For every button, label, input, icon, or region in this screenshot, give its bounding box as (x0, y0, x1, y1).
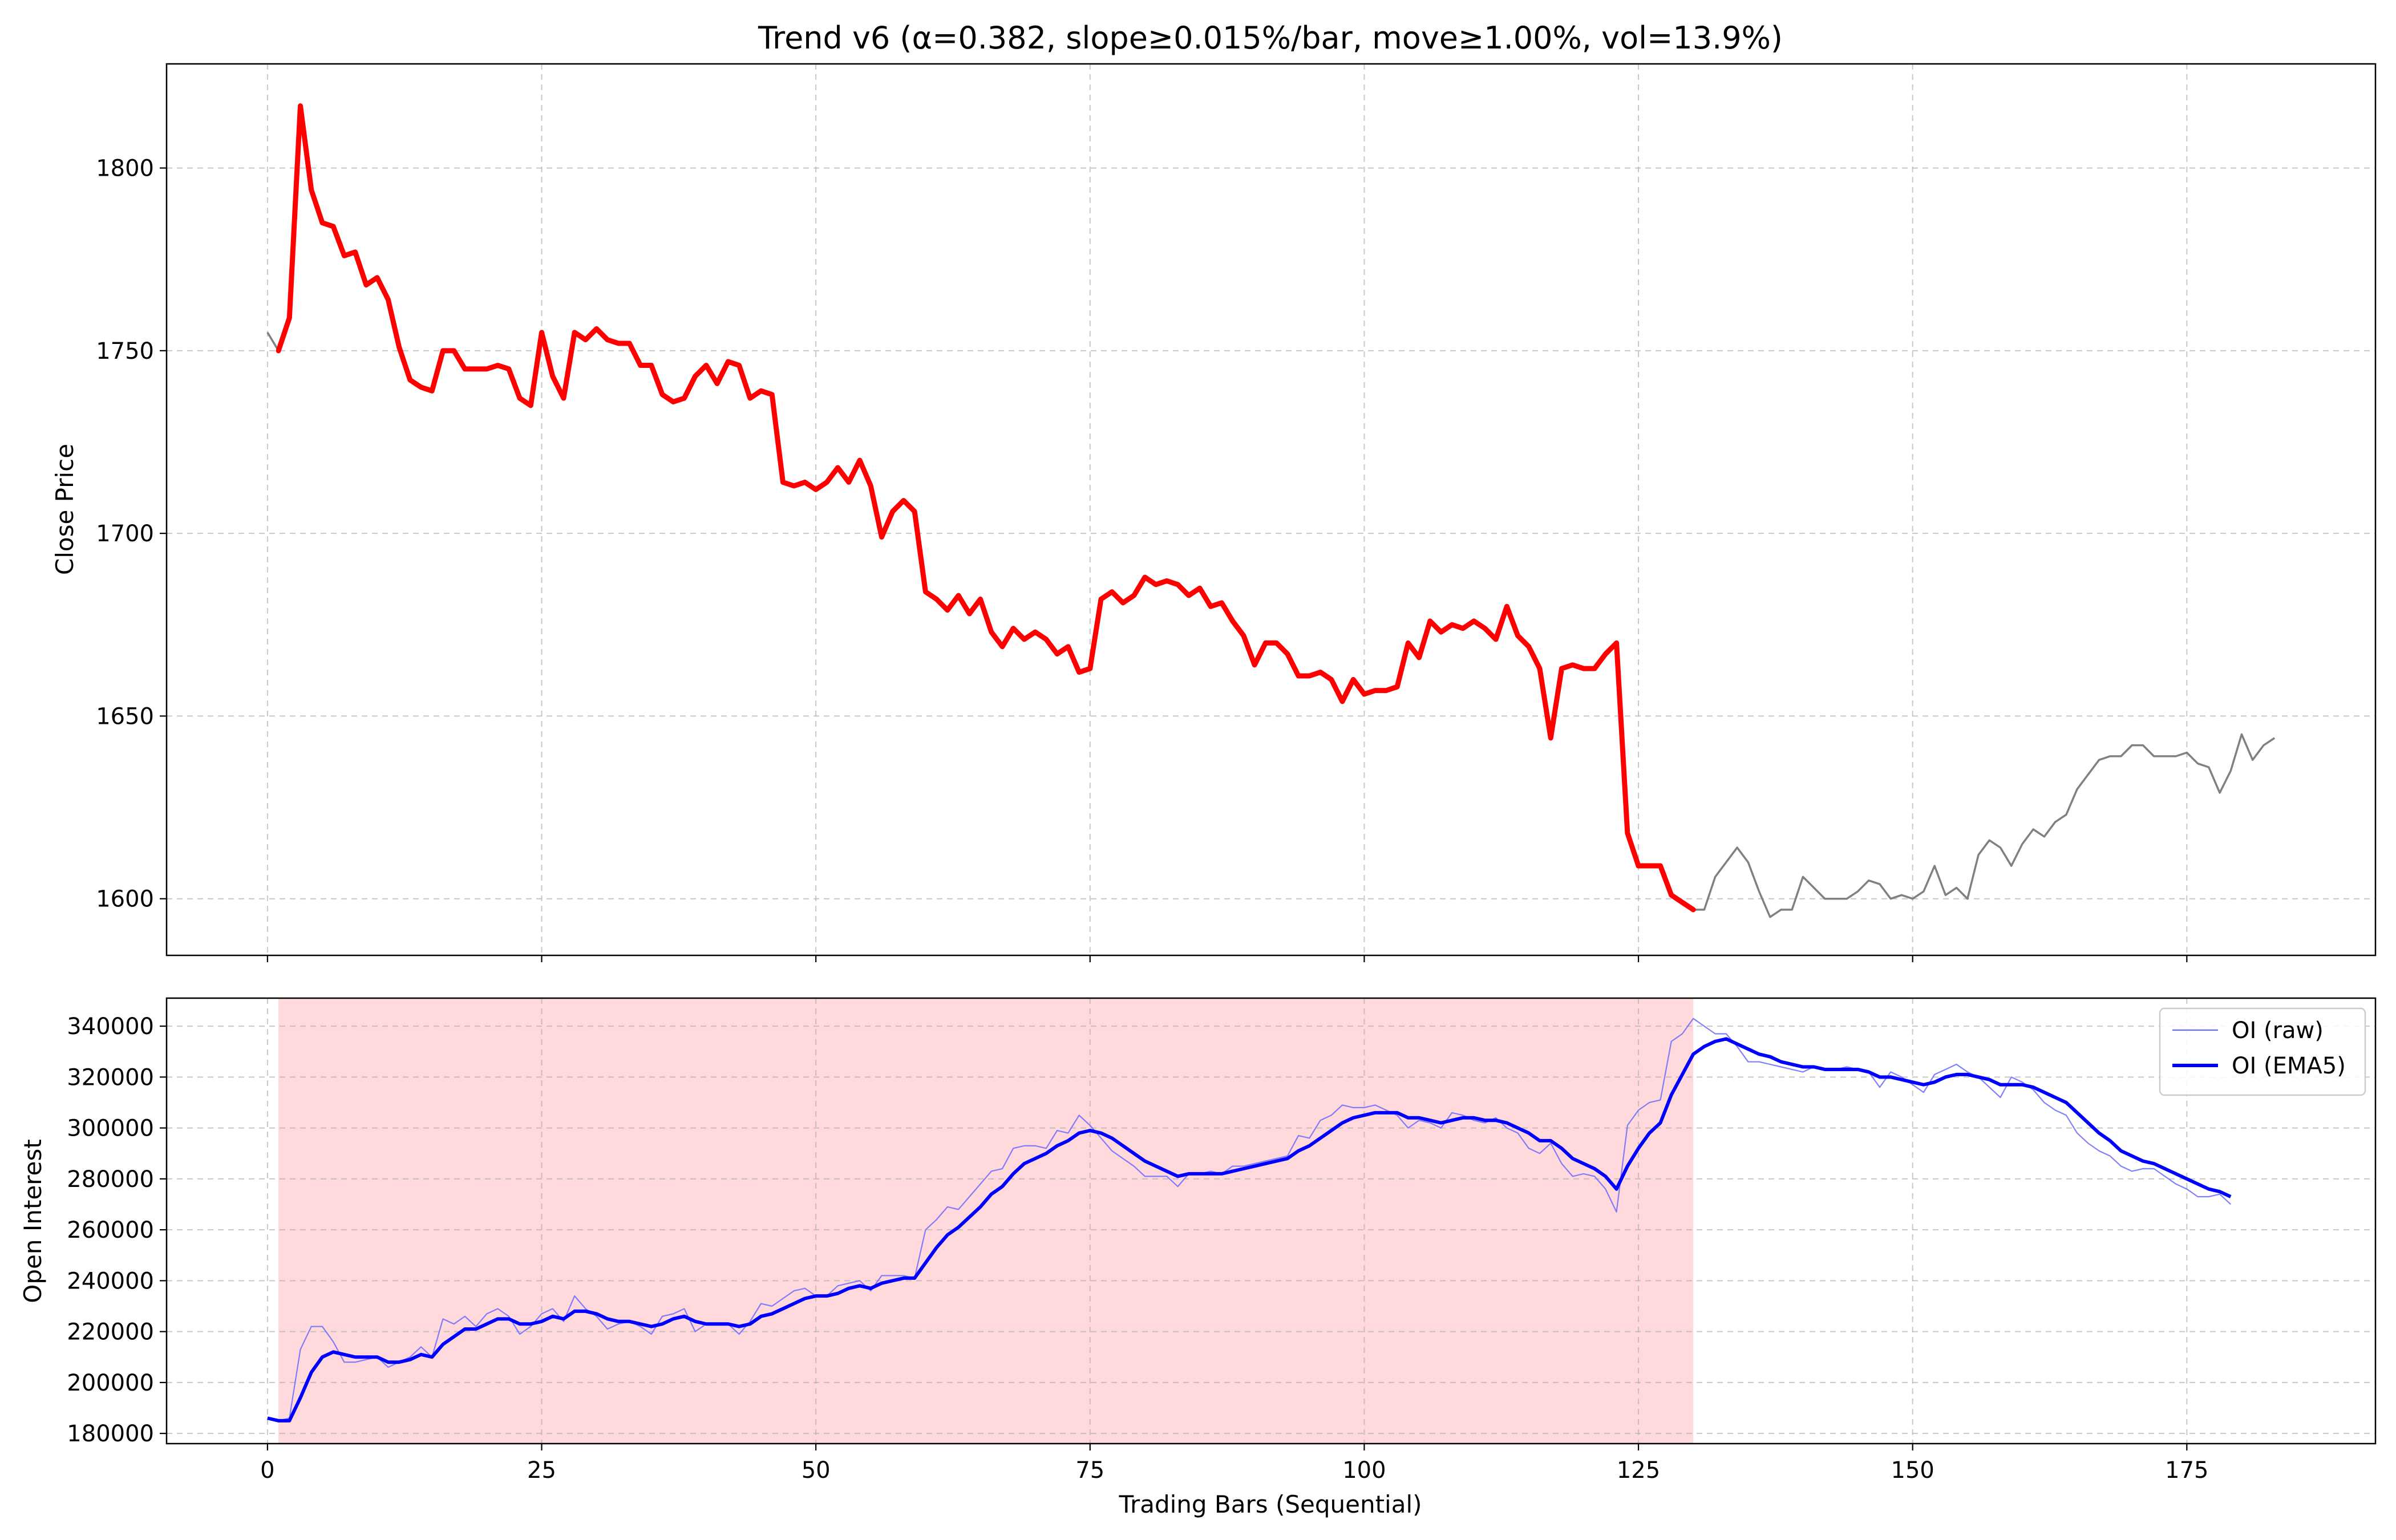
oi-y-tick-label: 220000 (67, 1319, 154, 1346)
price-plot-area (167, 64, 2375, 955)
oi-y-tick-label: 200000 (67, 1370, 154, 1396)
price-y-tick-label: 1750 (96, 338, 154, 364)
chart-title: Trend v6 (α=0.382, slope≥0.015%/bar, mov… (758, 20, 1783, 56)
price-grid (167, 64, 2375, 955)
price-y-tick-label: 1650 (96, 703, 154, 730)
oi-y-tick-label: 280000 (67, 1166, 154, 1193)
oi-y-axis-label: Open Interest (19, 1139, 47, 1303)
oi-ema5-line (267, 1037, 2232, 1423)
oi-x-tick-label: 50 (802, 1457, 831, 1484)
oi-grid (167, 998, 2375, 1444)
price-axes-frame (165, 63, 2377, 957)
oi-legend: OI (raw) OI (EMA5) (2159, 1007, 2366, 1096)
oi-y-tick-label: 240000 (67, 1268, 154, 1294)
oi-axes-frame (165, 997, 2377, 1445)
legend-label-oi-raw: OI (raw) (2232, 1018, 2324, 1044)
oi-x-tick-label: 100 (1342, 1457, 1386, 1484)
oi-shaded-region-group (278, 998, 1694, 1444)
oi-x-ticks: 0 25 50 75 100 125 150 175 (260, 1444, 2209, 1484)
price-panel: 1600 1650 1700 1750 1800 Close Price (51, 63, 2377, 962)
oi-x-tick-label: 25 (527, 1457, 556, 1484)
oi-panel: 180000 200000 220000 240000 260000 280000 3000… (19, 997, 2377, 1518)
oi-y-tick-label: 320000 (67, 1064, 154, 1091)
oi-y-ticks: 180000 200000 220000 240000 260000 280000 3000… (67, 1014, 167, 1447)
price-y-tick-label: 1700 (96, 521, 154, 547)
oi-y-tick-label: 260000 (67, 1217, 154, 1243)
oi-x-tick-label: 75 (1075, 1457, 1104, 1484)
price-y-tick-label: 1600 (96, 886, 154, 913)
oi-y-tick-label: 340000 (67, 1014, 154, 1040)
legend-label-oi-ema5: OI (EMA5) (2232, 1053, 2346, 1079)
price-y-ticks: 1600 1650 1700 1750 1800 (96, 156, 167, 913)
oi-y-tick-label: 180000 (67, 1421, 154, 1447)
oi-x-tick-label: 0 (260, 1457, 274, 1484)
oi-x-tick-label: 125 (1617, 1457, 1660, 1484)
price-x-ticks (266, 955, 2188, 962)
oi-y-tick-label: 300000 (67, 1116, 154, 1142)
trend-shaded-region (278, 998, 1694, 1444)
x-axis-label: Trading Bars (Sequential) (1118, 1490, 1422, 1518)
price-y-axis-label: Close Price (51, 444, 79, 575)
oi-x-tick-label: 175 (2165, 1457, 2208, 1484)
oi-lines (267, 1018, 2232, 1423)
trend-segment-line (276, 103, 1696, 913)
price-y-tick-label: 1800 (96, 156, 154, 182)
price-lines (266, 103, 2276, 918)
oi-x-tick-label: 150 (1891, 1457, 1934, 1484)
